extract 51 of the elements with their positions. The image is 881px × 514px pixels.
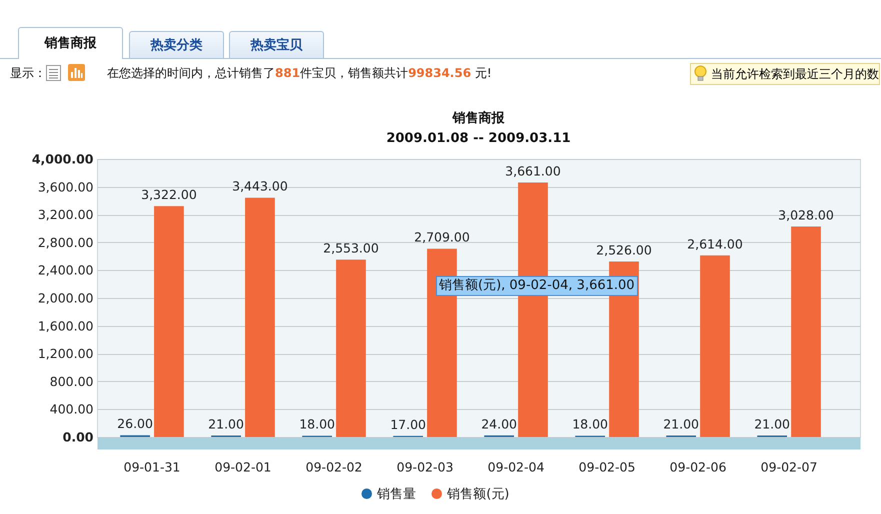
data-label: 2,709.00 (414, 230, 470, 245)
data-label: 26.00 (117, 416, 153, 432)
bar (245, 198, 275, 437)
data-label: 3,322.00 (141, 187, 197, 202)
data-label: 18.00 (299, 416, 336, 432)
x-tick-label: 09-02-02 (306, 460, 362, 474)
data-label: 2,614.00 (687, 236, 743, 252)
notice-box: 当前允许检索到最近三个月的数 (690, 63, 880, 85)
tooltip: 销售额(元), 09-02-04, 3,661.00 (436, 276, 638, 296)
legend-label: 销售额(元) (446, 486, 510, 502)
data-label: 3,661.00 (505, 164, 561, 179)
data-label: 24.00 (481, 416, 518, 432)
data-label: 21.00 (208, 416, 244, 432)
y-tick-label: 400.00 (50, 402, 94, 417)
y-tick-label: 4,000.00 (32, 152, 94, 166)
y-tick-label: 1,200.00 (38, 346, 94, 362)
data-label: 2,553.00 (323, 240, 379, 256)
y-tick-label: 2,800.00 (38, 234, 94, 250)
chart-title: 销售商报 (452, 110, 506, 126)
data-label: 3,028.00 (778, 208, 834, 223)
tab: 热卖分类 (129, 31, 224, 58)
x-tick-label: 09-01-31 (124, 460, 180, 474)
bar (336, 260, 366, 437)
data-label: 17.00 (390, 416, 426, 432)
chart-subtitle: 2009.01.08 -- 2009.03.11 (386, 131, 571, 146)
legend-label: 销售量 (376, 486, 416, 502)
data-label: 21.00 (663, 416, 700, 432)
tab: 热卖宝贝 (229, 31, 324, 58)
data-label: 21.00 (754, 416, 790, 432)
text: 在您选择的时间内，总计销售了881件宝贝，销售额共计99834.56 元! (107, 65, 492, 82)
bar (154, 206, 184, 437)
x-tick-label: 09-02-01 (214, 460, 272, 474)
data-label: 18.00 (572, 416, 608, 432)
y-tick-label: 3,200.00 (38, 207, 94, 222)
bar (700, 255, 730, 437)
y-tick-label: 2,000.00 (38, 290, 94, 306)
x-tick-label: 09-02-05 (578, 460, 636, 474)
text: 显示： (10, 65, 46, 82)
y-tick-label: 800.00 (50, 374, 94, 389)
x-tick-label: 09-02-06 (670, 460, 726, 474)
data-label: 2,526.00 (596, 242, 652, 258)
y-tick-label: 2,400.00 (38, 262, 94, 278)
active-tab: 销售商报 (18, 27, 123, 59)
bar (791, 226, 821, 437)
y-tick-label: 0.00 (62, 430, 94, 444)
x-tick-label: 09-02-04 (488, 460, 544, 474)
y-tick-label: 1,600.00 (38, 318, 94, 334)
data-label: 3,443.00 (232, 178, 288, 194)
x-tick-label: 09-02-07 (760, 460, 818, 474)
y-tick-label: 3,600.00 (38, 179, 94, 194)
x-tick-label: 09-02-03 (396, 460, 454, 474)
